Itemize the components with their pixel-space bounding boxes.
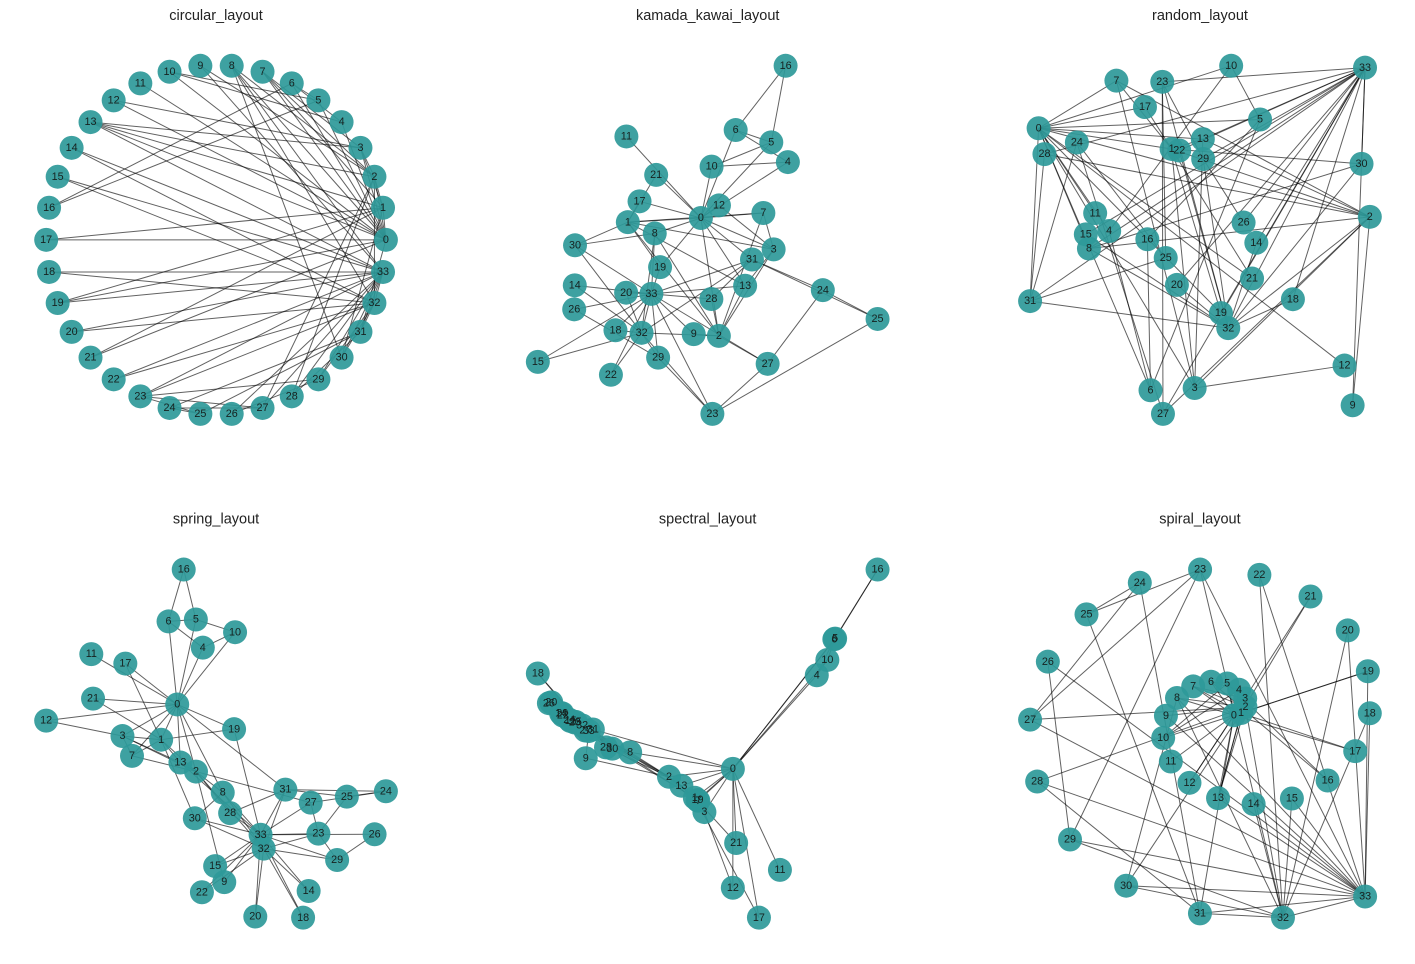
svg-text:24: 24 xyxy=(1134,577,1146,589)
svg-text:31: 31 xyxy=(1194,907,1206,919)
svg-text:14: 14 xyxy=(1248,798,1260,810)
svg-text:19: 19 xyxy=(1362,665,1374,677)
svg-text:7: 7 xyxy=(1190,681,1196,693)
svg-text:27: 27 xyxy=(1024,714,1036,726)
svg-text:16: 16 xyxy=(1322,775,1334,787)
svg-text:15: 15 xyxy=(1286,793,1298,805)
svg-text:22: 22 xyxy=(1253,569,1265,581)
svg-text:33: 33 xyxy=(1359,891,1371,903)
svg-text:17: 17 xyxy=(1349,745,1361,757)
svg-text:26: 26 xyxy=(1042,656,1054,668)
svg-text:13: 13 xyxy=(1212,792,1224,804)
svg-text:4: 4 xyxy=(1236,684,1242,696)
svg-text:23: 23 xyxy=(1194,564,1206,576)
svg-text:25: 25 xyxy=(1080,608,1092,620)
svg-text:6: 6 xyxy=(1208,676,1214,688)
svg-text:5: 5 xyxy=(1224,678,1230,690)
svg-text:20: 20 xyxy=(1342,625,1354,637)
svg-text:3: 3 xyxy=(1242,693,1248,705)
svg-text:29: 29 xyxy=(1064,834,1076,846)
svg-text:32: 32 xyxy=(1277,912,1289,924)
svg-text:9: 9 xyxy=(1163,710,1169,722)
svg-text:0: 0 xyxy=(1231,709,1237,721)
svg-text:11: 11 xyxy=(1165,756,1176,768)
svg-text:28: 28 xyxy=(1031,776,1043,788)
svg-text:18: 18 xyxy=(1364,707,1376,719)
svg-text:spiral_layout: spiral_layout xyxy=(1159,512,1240,528)
svg-text:30: 30 xyxy=(1120,880,1132,892)
svg-text:21: 21 xyxy=(1304,591,1316,603)
svg-text:8: 8 xyxy=(1174,692,1180,704)
svg-text:10: 10 xyxy=(1157,732,1169,744)
svg-text:12: 12 xyxy=(1183,777,1195,789)
